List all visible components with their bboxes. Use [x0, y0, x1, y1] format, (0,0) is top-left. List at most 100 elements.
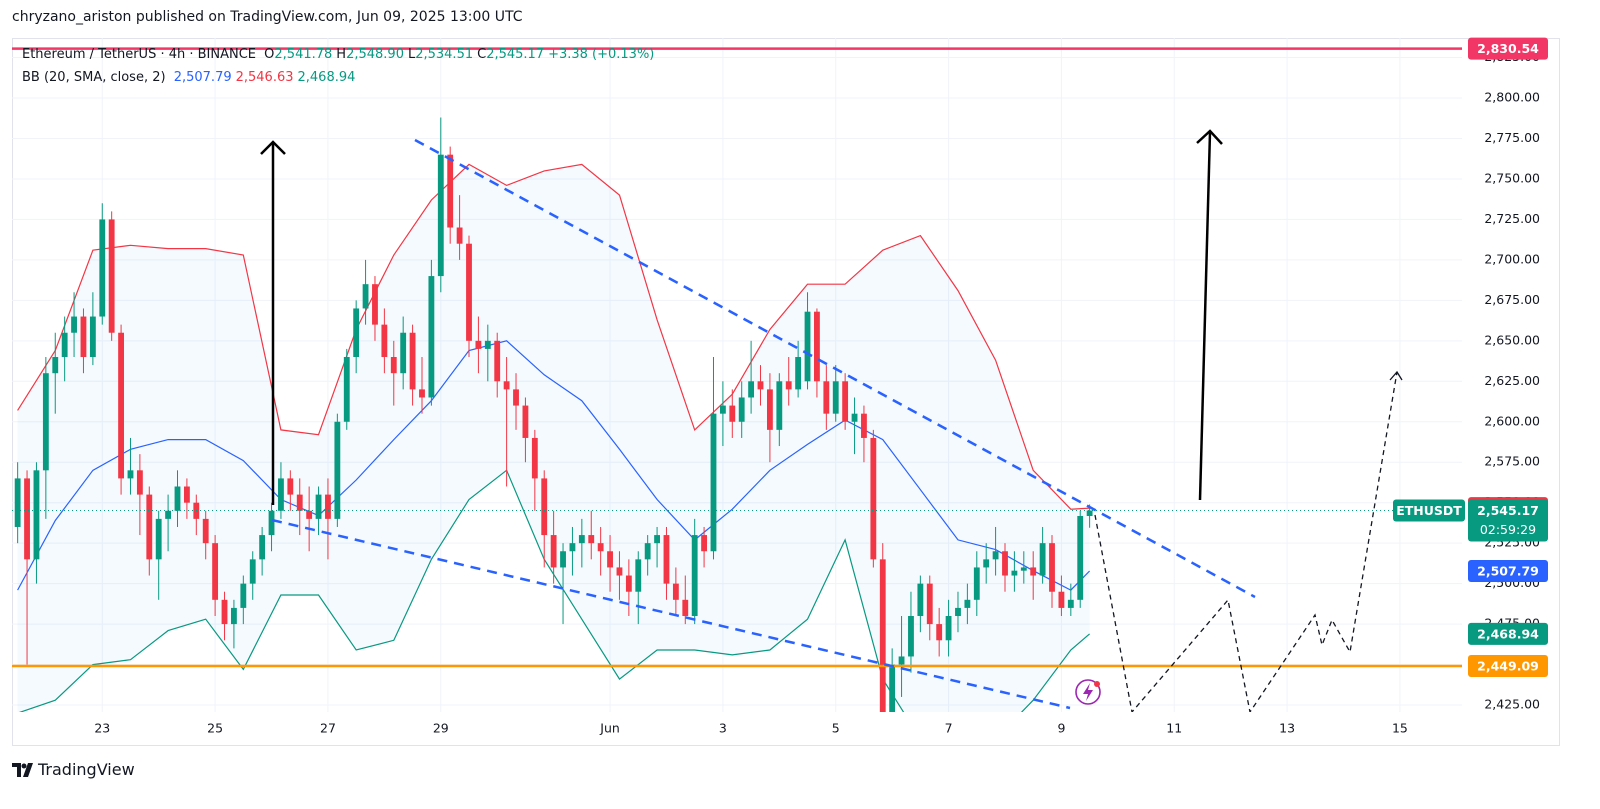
band-fill — [17, 164, 1090, 712]
candle-body — [400, 332, 407, 374]
price-tag-label: 2,468.94 — [1477, 626, 1539, 641]
y-tick-label: 2,700.00 — [1484, 251, 1540, 266]
candle-body — [353, 308, 360, 358]
candle-body — [268, 510, 275, 536]
candle-body — [33, 470, 40, 560]
candle-body — [625, 575, 632, 592]
price-tag — [1468, 37, 1548, 60]
grid — [12, 38, 1462, 712]
candle-body — [456, 227, 463, 244]
candle-body — [381, 324, 388, 358]
candle-body — [748, 381, 755, 398]
candle-body — [484, 340, 491, 349]
candle-body — [672, 583, 679, 600]
indicator-legend: BB (20, SMA, close, 2) 2,507.79 2,546.63 2… — [22, 70, 359, 85]
change: +3.38 (+0.13%) — [548, 47, 655, 62]
candle-body — [654, 535, 660, 544]
brand-name: TradingView — [38, 760, 135, 779]
candle-body — [560, 551, 566, 568]
candle-body — [569, 543, 576, 552]
candle-body — [52, 357, 59, 374]
brand: TradingView — [12, 760, 135, 779]
candle-body — [635, 559, 642, 592]
y-tick-label: 2,725.00 — [1484, 211, 1540, 226]
y-tick-label: 2,675.00 — [1484, 292, 1540, 307]
ohlc-key: L — [407, 47, 416, 62]
price-tag — [1468, 622, 1548, 645]
symbol: Ethereum / TetherUS · 4h · BINANCE — [22, 47, 257, 62]
candle-body — [1077, 515, 1084, 600]
candle-body — [146, 494, 153, 560]
candle-body — [1020, 567, 1027, 571]
price-tag-label: 2,507.79 — [1477, 564, 1539, 579]
candle-body — [287, 478, 294, 495]
candle-body — [165, 510, 172, 519]
x-tick-label: 7 — [945, 721, 953, 736]
candle-body — [1049, 543, 1055, 592]
candle-body — [466, 243, 472, 341]
indicator-value: 2,507.79 — [173, 70, 232, 85]
candle-body — [898, 656, 905, 665]
candle-body — [851, 413, 858, 422]
ohlc-value: 2,534.51 — [415, 47, 474, 62]
candle-body — [202, 518, 209, 544]
plot — [12, 47, 1462, 712]
candle-body — [428, 276, 435, 398]
candle-body — [531, 437, 538, 479]
price-tag-label: 2,449.09 — [1477, 659, 1539, 674]
y-tick-label: 2,600.00 — [1484, 413, 1540, 428]
x-tick-label: Jun — [599, 721, 620, 736]
candle-body — [183, 486, 190, 503]
x-tick-label: 23 — [94, 721, 110, 736]
price-tag — [1468, 499, 1548, 542]
candle-body — [983, 559, 990, 568]
band-line — [17, 163, 1090, 510]
candle-body — [419, 389, 425, 398]
candle-body — [766, 389, 773, 430]
price-tag-label: 2,830.54 — [1477, 41, 1539, 56]
x-tick-label: 3 — [719, 721, 727, 736]
ohlc-value: 2,548.90 — [346, 47, 404, 62]
ticker-label: ETHUSDT — [1396, 503, 1462, 518]
candle-body — [325, 494, 331, 519]
candle-body — [832, 381, 839, 414]
projection-head — [1389, 370, 1403, 381]
countdown: 02:59:29 — [1480, 522, 1536, 537]
candle-body — [701, 535, 708, 552]
candle-body — [343, 357, 350, 422]
candle-body — [42, 373, 49, 471]
indicator-name: BB (20, SMA, close, 2) — [22, 70, 166, 85]
candle-body — [597, 543, 604, 552]
candle-body — [710, 413, 717, 552]
candle-body — [362, 284, 369, 309]
candle-body — [1067, 599, 1074, 608]
candle-body — [663, 535, 670, 584]
candle-body — [136, 470, 143, 495]
arrow-head — [260, 140, 286, 155]
candle-body — [108, 219, 115, 333]
ohlc-key: C — [477, 47, 487, 62]
ohlc-value: 2,545.17 — [486, 47, 545, 62]
candle-body — [682, 599, 689, 617]
candle-body — [155, 518, 162, 560]
arrow — [1198, 131, 1212, 501]
trend-line — [271, 518, 1071, 710]
indicator-value: 2,546.63 — [235, 70, 294, 85]
price-tag — [1468, 655, 1548, 678]
x-tick-label: 15 — [1392, 721, 1408, 736]
x-tick-label: 29 — [433, 721, 449, 736]
candle-body — [691, 535, 698, 617]
candle-body — [992, 551, 999, 560]
candle-body — [409, 332, 416, 390]
y-tick-label: 2,575.00 — [1484, 454, 1540, 469]
band-line — [17, 340, 1091, 591]
candle-body — [494, 340, 501, 382]
candle-body — [795, 357, 802, 390]
candle-body — [127, 470, 134, 479]
y-tick-label: 2,750.00 — [1484, 170, 1540, 185]
candle-body — [174, 486, 181, 511]
y-tick-label: 2,650.00 — [1484, 332, 1540, 347]
indicator-value: 2,468.94 — [297, 70, 356, 85]
candle-body — [785, 381, 792, 390]
